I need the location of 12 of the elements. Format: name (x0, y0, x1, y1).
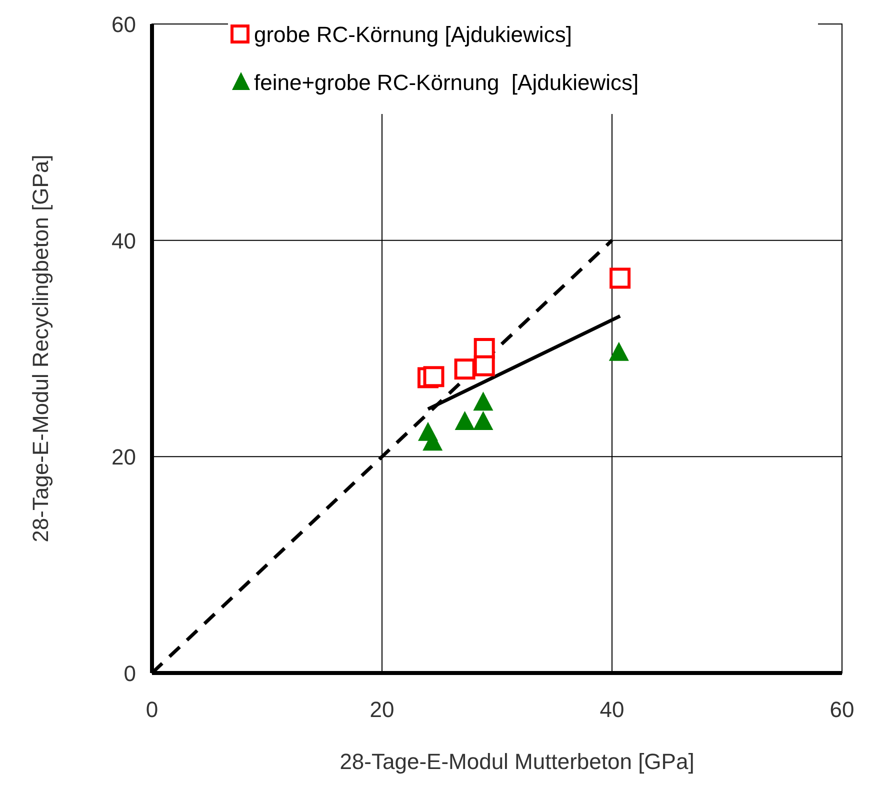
x-tick-label: 60 (830, 697, 854, 722)
y-tick-label: 40 (112, 228, 136, 254)
legend-label: feine+grobe RC-Körnung [Ajdukiewics] (254, 70, 639, 95)
x-tick-label: 0 (146, 697, 158, 722)
x-tick-label: 20 (370, 697, 394, 722)
y-tick-label: 20 (112, 444, 136, 470)
x-axis-title: 28-Tage-E-Modul Mutterbeton [GPa] (340, 749, 694, 774)
x-tick-label: 40 (600, 697, 624, 722)
legend-label: grobe RC-Körnung [Ajdukiewics] (254, 22, 572, 47)
y-axis-title: 28-Tage-E-Modul Recyclingbeton [GPa] (28, 154, 53, 542)
y-tick-label: 0 (124, 661, 136, 686)
y-tick-label: 60 (112, 12, 136, 37)
